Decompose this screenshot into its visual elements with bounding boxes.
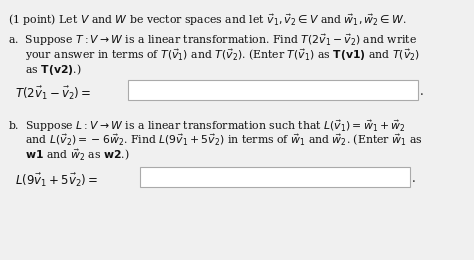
Bar [140,167,410,187]
Text: and $L(\vec{v}_2) = -6\vec{w}_2$. Find $L(9\vec{v}_1 + 5\vec{v}_2)$ in terms of : and $L(\vec{v}_2) = -6\vec{w}_2$. Find $… [8,133,423,148]
Text: .: . [412,172,416,185]
Text: .: . [420,85,424,98]
Bar [128,80,418,100]
Text: (1 point) Let $V$ and $W$ be vector spaces and let $\vec{v}_1, \vec{v}_2 \in V$ : (1 point) Let $V$ and $W$ be vector spac… [8,12,407,28]
Text: b.  Suppose $L : V \rightarrow W$ is a linear transformation such that $L(\vec{v: b. Suppose $L : V \rightarrow W$ is a li… [8,118,406,134]
Text: $\mathbf{w1}$ and $\vec{w}_2$ as $\mathbf{w2}$.): $\mathbf{w1}$ and $\vec{w}_2$ as $\mathb… [8,148,130,163]
Text: your answer in terms of $T(\vec{v}_1)$ and $T(\vec{v}_2)$. (Enter $T(\vec{v}_1)$: your answer in terms of $T(\vec{v}_1)$ a… [8,47,420,63]
Text: as $\mathbf{T(v2)}$.): as $\mathbf{T(v2)}$.) [8,62,82,77]
Text: a.  Suppose $T : V \rightarrow W$ is a linear transformation. Find $T(2\vec{v}_1: a. Suppose $T : V \rightarrow W$ is a li… [8,32,417,48]
Text: $L(9\vec{v}_1 + 5\vec{v}_2) =$: $L(9\vec{v}_1 + 5\vec{v}_2) =$ [15,172,98,189]
Text: $T(2\vec{v}_1 - \vec{v}_2) =$: $T(2\vec{v}_1 - \vec{v}_2) =$ [15,85,91,102]
